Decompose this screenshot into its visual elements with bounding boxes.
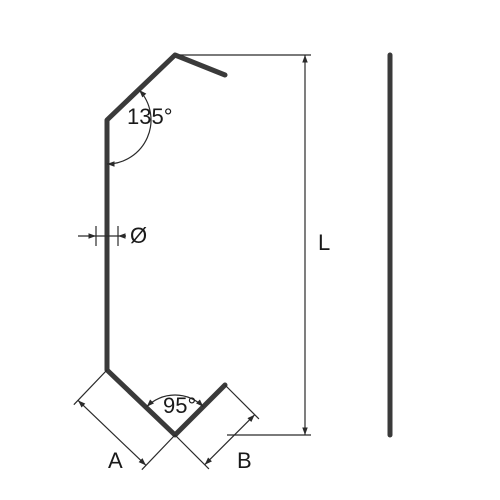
label-L: L (318, 230, 330, 255)
dim-B-ext2 (225, 385, 259, 419)
label-B: B (237, 448, 252, 473)
label-angle-top: 135° (127, 104, 173, 129)
label-angle-bottom: 95° (163, 393, 196, 418)
dim-A-ext2 (142, 435, 175, 470)
technical-drawing: L Ø 135° 95° A B (0, 0, 500, 500)
label-A: A (108, 448, 123, 473)
dim-A-ext1 (74, 370, 107, 405)
dim-B-ext1 (175, 435, 209, 469)
label-diameter: Ø (130, 223, 147, 248)
